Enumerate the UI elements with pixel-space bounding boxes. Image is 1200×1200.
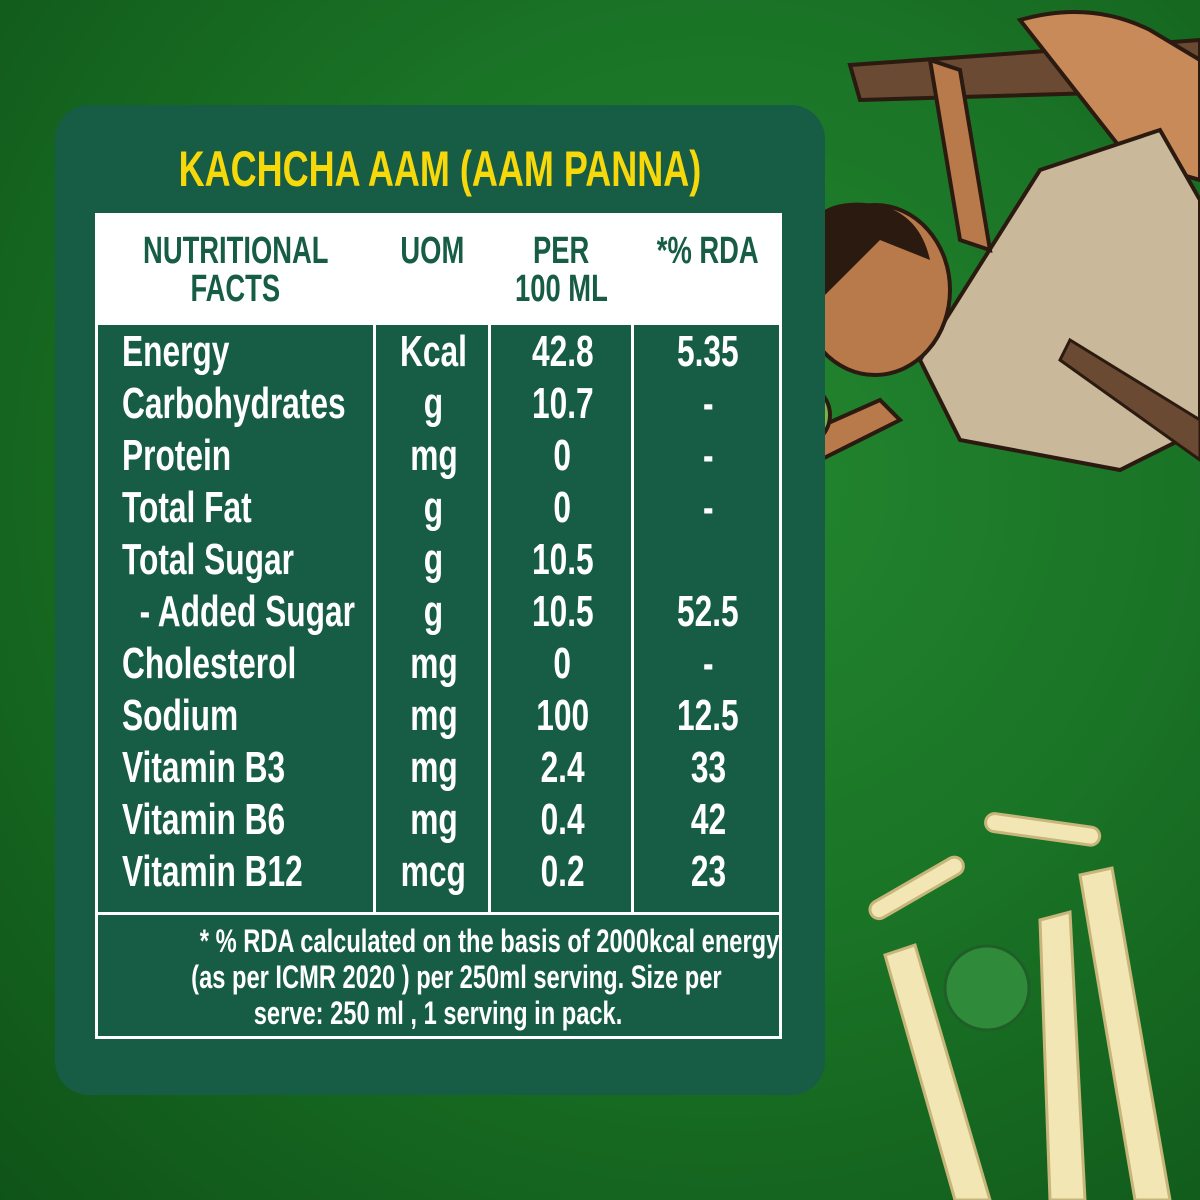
rda-value: 52.5 <box>677 587 739 636</box>
nutrient-name: Total Fat <box>122 483 252 532</box>
nutrient-name: Energy <box>122 327 230 376</box>
per-100ml-value: 2.4 <box>540 743 585 792</box>
uom-value: mg <box>409 691 458 740</box>
nutrient-name: - Added Sugar <box>122 587 355 636</box>
nutrient-name: Sodium <box>122 691 239 740</box>
table-row: Vitamin B12 mcg 0.2 23 <box>98 846 779 898</box>
rda-value: 33 <box>690 743 726 792</box>
table-row: Total Fat g 0 - <box>98 482 779 534</box>
per-100ml-value: 0 <box>553 431 572 480</box>
nutrient-name: Vitamin B3 <box>122 743 286 792</box>
per-100ml-value: 0.2 <box>540 847 585 896</box>
header-uom: UOM <box>400 230 464 272</box>
rda-value <box>634 534 782 586</box>
uom-value: mg <box>409 743 458 792</box>
table-row: - Added Sugar g 10.5 52.5 <box>98 586 779 638</box>
table-row: Cholesterol mg 0 - <box>98 638 779 690</box>
table-row: Carbohydrates g 10.7 - <box>98 378 779 430</box>
rda-value: 42 <box>690 795 726 844</box>
per-100ml-value: 10.5 <box>531 587 594 636</box>
uom-value: g <box>423 379 444 428</box>
uom-value: mg <box>409 639 458 688</box>
table-row: Sodium mg 100 12.5 <box>98 690 779 742</box>
uom-value: mg <box>409 795 458 844</box>
uom-value: g <box>423 587 444 636</box>
footer-divider <box>98 912 779 915</box>
rda-value: - <box>702 379 714 428</box>
table-row: Total Sugar g 10.5 <box>98 534 779 586</box>
cricket-wickets <box>868 812 1172 1200</box>
cricket-ball-icon <box>943 944 1031 1032</box>
table-row: Vitamin B3 mg 2.4 33 <box>98 742 779 794</box>
per-100ml-value: 42.8 <box>531 327 594 376</box>
rda-footnote: * % RDA calculated on the basis of 2000k… <box>191 923 780 1031</box>
header-rda: *% RDA <box>657 230 759 272</box>
nutrient-name: Cholesterol <box>122 639 297 688</box>
header-nutritional-facts: NUTRITIONAL FACTS <box>142 230 329 310</box>
rda-value: 5.35 <box>677 327 739 376</box>
column-divider <box>631 216 634 913</box>
per-100ml-value: 0 <box>553 639 572 688</box>
per-100ml-value: 0.4 <box>540 795 585 844</box>
nutrition-table: NUTRITIONAL FACTS UOM PER 100 ML *% RDA En… <box>95 213 782 1039</box>
rda-value: 23 <box>690 847 726 896</box>
nutrient-name: Carbohydrates <box>122 379 346 428</box>
per-100ml-value: 100 <box>536 691 589 740</box>
nutrient-name: Vitamin B6 <box>122 795 286 844</box>
nutrient-name: Vitamin B12 <box>122 847 303 896</box>
column-divider <box>488 216 491 913</box>
per-100ml-value: 10.7 <box>531 379 594 428</box>
rda-value: - <box>702 483 714 532</box>
per-100ml-value: 10.5 <box>531 535 594 584</box>
per-100ml-value: 0 <box>553 483 572 532</box>
table-row: Energy Kcal 42.8 5.35 <box>98 326 779 378</box>
uom-value: mg <box>409 431 458 480</box>
slingshot-icon <box>1058 337 1200 462</box>
uom-value: g <box>423 483 444 532</box>
nutrient-name: Protein <box>122 431 232 480</box>
nutrient-name: Total Sugar <box>122 535 294 584</box>
uom-value: Kcal <box>400 327 467 376</box>
rda-value: - <box>702 431 714 480</box>
product-title: KACHCHA AAM (AAM PANNA) <box>178 141 702 197</box>
uom-value: g <box>423 535 444 584</box>
header-per-100ml: PER 100 ML <box>514 230 608 310</box>
table-row: Protein mg 0 - <box>98 430 779 482</box>
column-divider <box>373 216 376 913</box>
table-header <box>98 216 779 325</box>
rda-value: - <box>702 639 714 688</box>
uom-value: mcg <box>400 847 467 896</box>
rda-value: 12.5 <box>677 691 739 740</box>
table-row: Vitamin B6 mg 0.4 42 <box>98 794 779 846</box>
